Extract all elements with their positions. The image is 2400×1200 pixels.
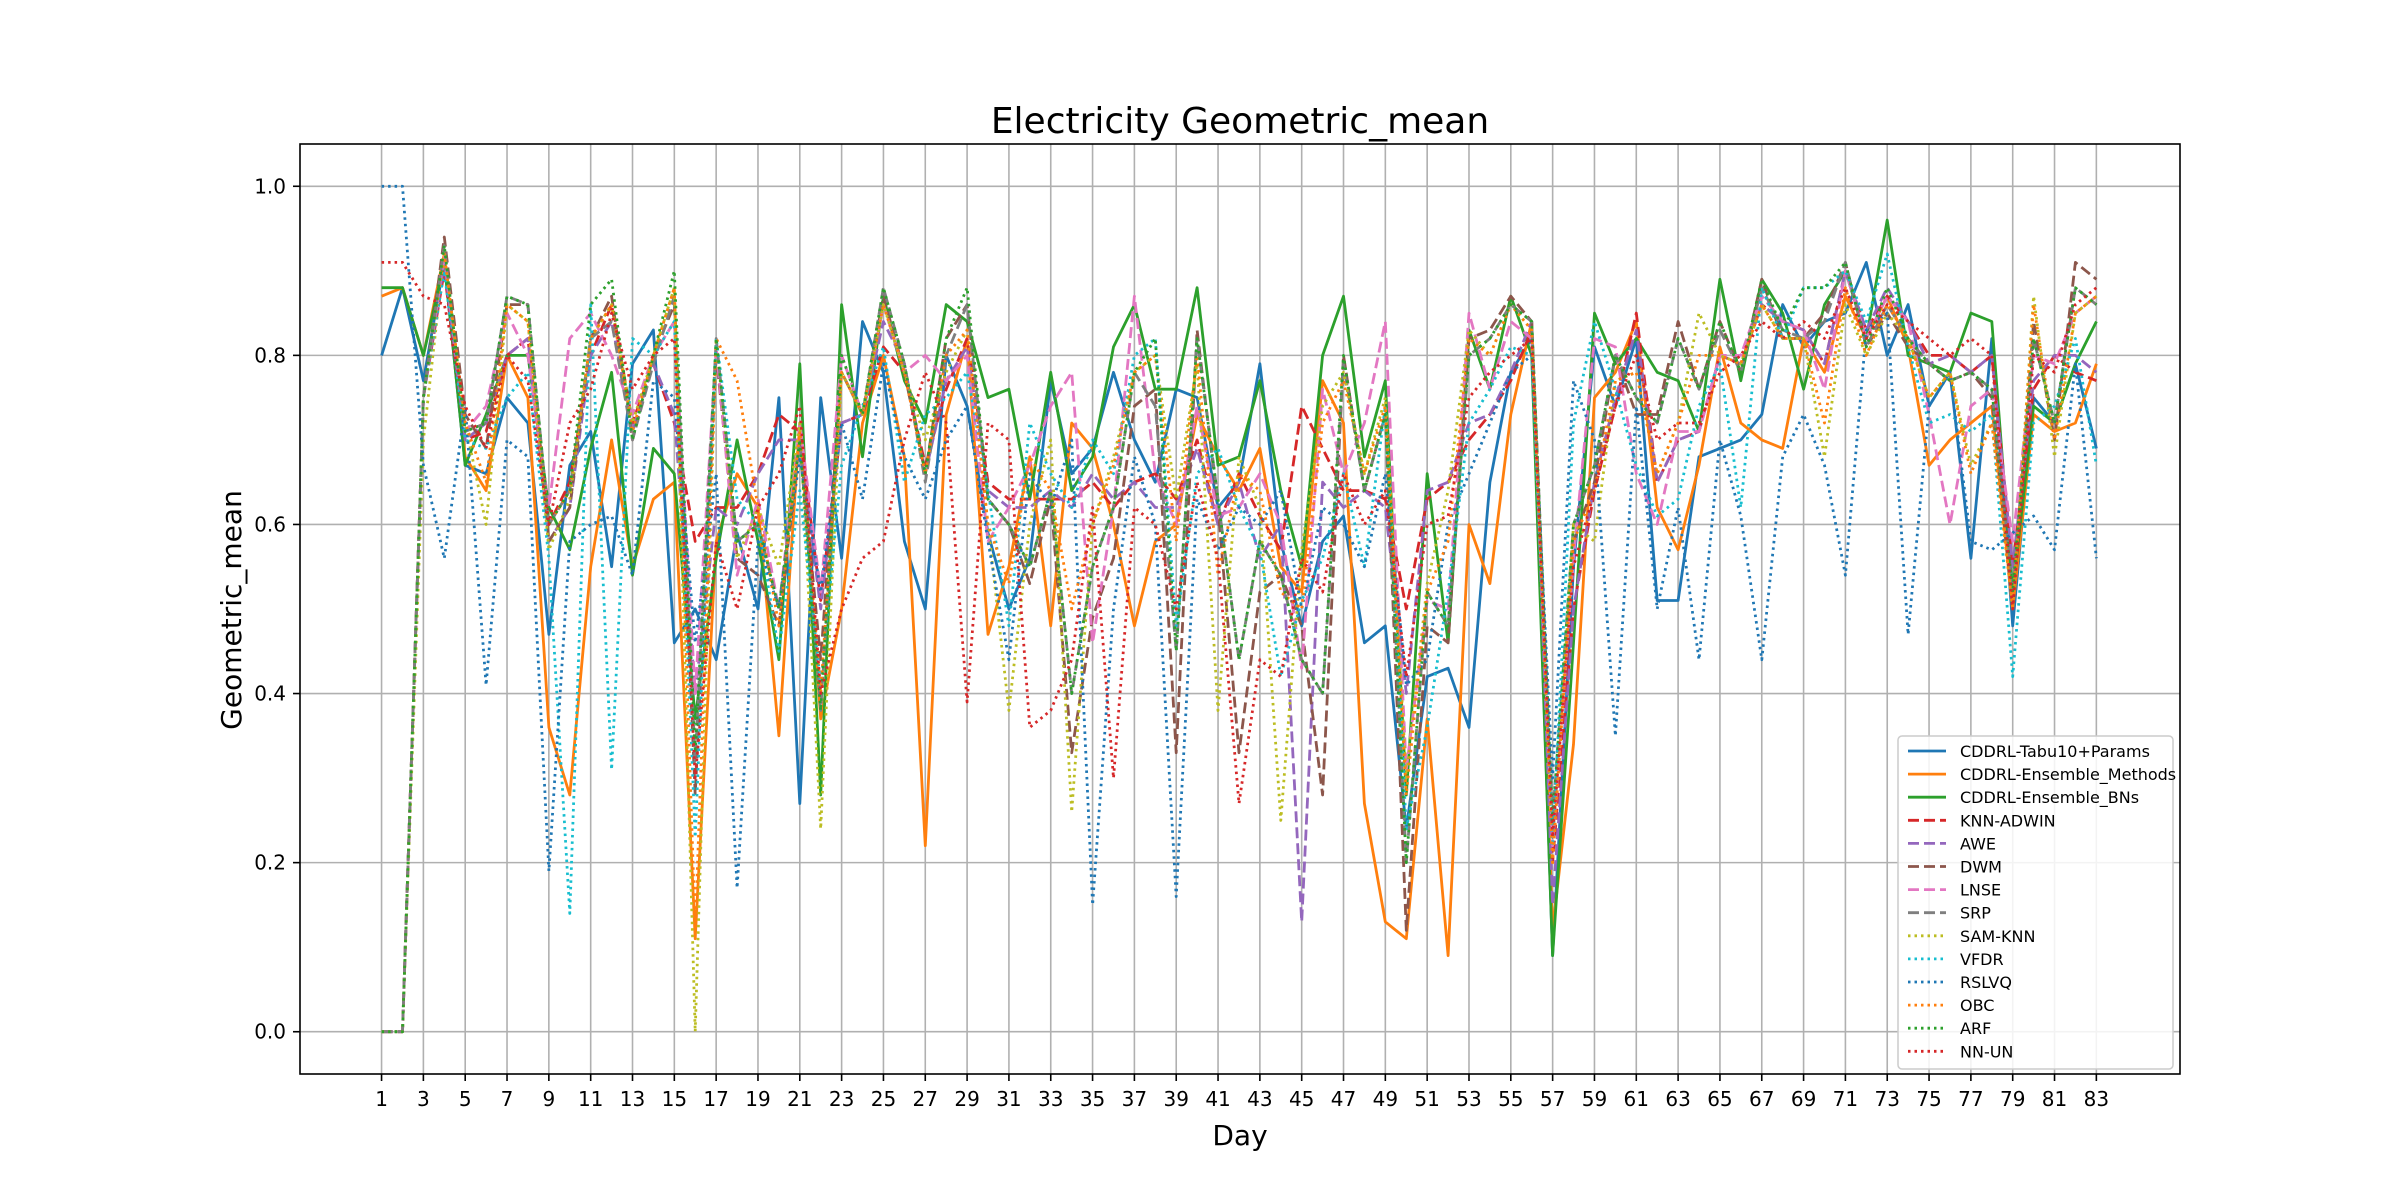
x-tick-label: 81 [2042, 1087, 2067, 1111]
x-tick-label: 39 [1163, 1087, 1188, 1111]
legend-label: LNSE [1960, 881, 2001, 900]
series-line-2 [381, 218, 2098, 957]
series-line-6 [381, 252, 2098, 1034]
x-tick-label: 43 [1247, 1087, 1272, 1111]
y-tick-label: 0.0 [254, 1020, 286, 1044]
y-axis-label: Geometric_mean [215, 490, 248, 730]
legend-label: CDDRL-Tabu10+Params [1960, 742, 2150, 761]
chart-title: Electricity Geometric_mean [991, 101, 1489, 142]
x-tick-label: 79 [2000, 1087, 2025, 1111]
x-tick-label: 15 [662, 1087, 687, 1111]
series-lines [380, 184, 2098, 1034]
x-tick-label: 77 [1958, 1087, 1983, 1111]
plot-frame [299, 143, 2181, 1075]
x-tick-label: 55 [1498, 1087, 1523, 1111]
x-tick-label: 13 [620, 1087, 645, 1111]
x-tick-label: 27 [913, 1087, 938, 1111]
x-tick-label: 45 [1289, 1087, 1314, 1111]
x-tick-label: 37 [1122, 1087, 1147, 1111]
x-tick-label: 71 [1833, 1087, 1858, 1111]
x-tick-label: 35 [1080, 1087, 1105, 1111]
series-line-13 [381, 260, 2098, 839]
x-tick-label: 41 [1205, 1087, 1230, 1111]
legend-label: RSLVQ [1960, 973, 2012, 992]
x-tick-label: 19 [745, 1087, 770, 1111]
x-tick-label: 59 [1582, 1087, 1607, 1111]
series-line-4 [381, 260, 2098, 1034]
y-tick-label: 0.2 [254, 851, 286, 875]
series-line-11 [381, 252, 2098, 1034]
x-tick-label: 9 [542, 1087, 555, 1111]
legend-label: OBC [1960, 996, 1994, 1015]
y-tick-label: 0.8 [254, 343, 286, 367]
x-tick-label: 65 [1707, 1087, 1732, 1111]
series-line-9 [381, 252, 2098, 1034]
x-tick-label: 47 [1331, 1087, 1356, 1111]
legend-label: AWE [1960, 834, 1996, 853]
series-line-7 [381, 244, 2098, 1034]
legend-label: CDDRL-Ensemble_BNs [1960, 788, 2139, 808]
x-tick-label: 5 [459, 1087, 472, 1111]
legend-label: KNN-ADWIN [1960, 811, 2056, 830]
x-tick-label: 67 [1749, 1087, 1774, 1111]
legend-label: DWM [1960, 858, 2002, 877]
x-tick-label: 49 [1373, 1087, 1398, 1111]
legend-label: NN-UN [1960, 1042, 2013, 1061]
legend-label: SAM-KNN [1960, 927, 2035, 946]
x-tick-label: 17 [703, 1087, 728, 1111]
x-tick-label: 1 [375, 1087, 388, 1111]
x-tick-label: 53 [1456, 1087, 1481, 1111]
x-axis: 1 3 5 7 9 11 13 15 17 19 21 23 25 27 29 31 33 35 37 39 41 43 4… [375, 1074, 2109, 1111]
x-tick-label: 7 [501, 1087, 514, 1111]
x-tick-label: 31 [996, 1087, 1021, 1111]
x-tick-label: 3 [417, 1087, 430, 1111]
x-tick-label: 69 [1791, 1087, 1816, 1111]
x-tick-label: 51 [1414, 1087, 1439, 1111]
x-tick-label: 73 [1875, 1087, 1900, 1111]
legend-label: CDDRL-Ensemble_Methods [1960, 765, 2176, 785]
legend-label: VFDR [1960, 950, 2004, 969]
y-tick-label: 0.6 [254, 512, 286, 536]
x-tick-label: 25 [871, 1087, 896, 1111]
x-tick-label: 83 [2084, 1087, 2109, 1111]
y-tick-label: 0.4 [254, 682, 286, 706]
series-line-12 [381, 244, 2098, 1034]
y-axis: 0.0 0.2 0.4 0.6 0.8 1.0 [254, 174, 300, 1044]
x-tick-label: 75 [1916, 1087, 1941, 1111]
x-tick-label: 11 [578, 1087, 603, 1111]
series-line-0 [380, 260, 2098, 957]
x-tick-label: 29 [954, 1087, 979, 1111]
x-tick-label: 33 [1038, 1087, 1063, 1111]
series-line-1 [381, 252, 2098, 957]
legend: CDDRL-Tabu10+Params CDDRL-Ensemble_Method… [1897, 735, 2176, 1070]
legend-box [1897, 735, 2174, 1070]
x-tick-label: 63 [1665, 1087, 1690, 1111]
x-tick-label: 21 [787, 1087, 812, 1111]
y-tick-label: 1.0 [254, 174, 286, 198]
x-tick-label: 23 [829, 1087, 854, 1111]
series-line-10 [381, 184, 2098, 907]
series-line-8 [381, 252, 2098, 1034]
legend-label: SRP [1960, 904, 1991, 923]
x-axis-label: Day [1212, 1119, 1267, 1152]
x-tick-label: 57 [1540, 1087, 1565, 1111]
series-line-5 [381, 235, 2098, 1034]
legend-label: ARF [1960, 1019, 1991, 1038]
x-tick-label: 61 [1624, 1087, 1649, 1111]
